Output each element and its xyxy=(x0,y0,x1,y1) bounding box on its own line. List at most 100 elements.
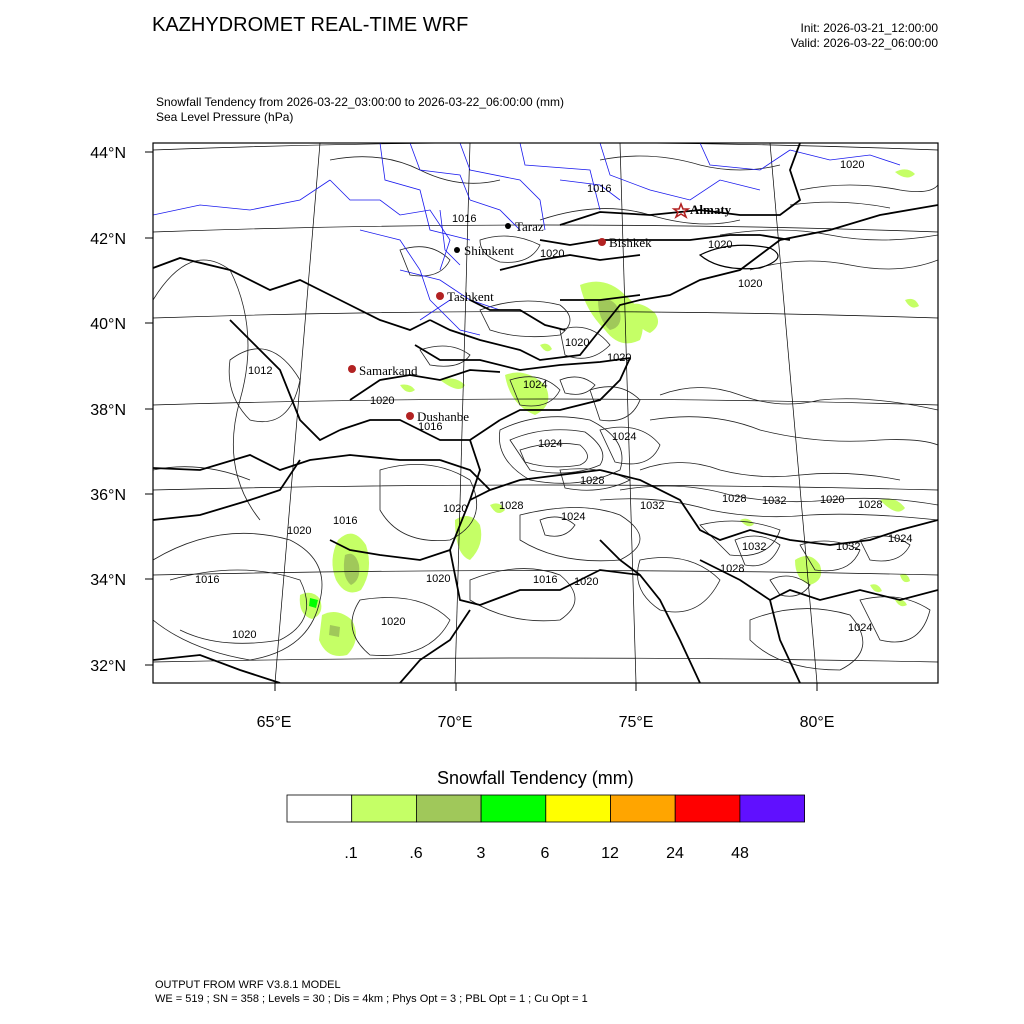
isobar-label: 1016 xyxy=(533,574,557,586)
tick-marks xyxy=(145,151,818,691)
isobar-label: 1020 xyxy=(574,576,598,588)
city-samarkand: Samarkand xyxy=(348,363,418,378)
star-icon xyxy=(671,201,691,219)
isobar-label: 1024 xyxy=(848,622,872,634)
city-label-dushanbe: Dushanbe xyxy=(417,409,469,424)
isobar-label: 1032 xyxy=(640,500,664,512)
isobar-label: 1028 xyxy=(720,563,744,575)
isobar-label: 1028 xyxy=(499,500,523,512)
isobar-label: 1024 xyxy=(888,533,912,545)
lat-label: 36°N xyxy=(90,487,126,504)
city-label-taraz: Taraz xyxy=(515,219,544,234)
isobar-label: 1016 xyxy=(418,421,442,433)
city-label-almaty: Almaty xyxy=(690,202,732,217)
isobar-label: 1020 xyxy=(381,616,405,628)
colorbar-swatch xyxy=(351,794,417,823)
map-content: 1020 1016 1016 1020 1020 1020 1020 1020 … xyxy=(153,143,938,683)
lat-label: 42°N xyxy=(90,231,126,248)
colorbar-swatch xyxy=(610,794,676,823)
isobar-label: 1020 xyxy=(426,573,450,585)
lon-label: 70°E xyxy=(438,714,473,731)
isobar-label: 1020 xyxy=(607,352,631,364)
isobar-label: 1024 xyxy=(612,431,636,443)
colorbar-swatch xyxy=(415,794,482,823)
init-time: Init: 2026-03-21_12:00:00 xyxy=(800,21,938,35)
field-subtitle: Snowfall Tendency from 2026-03-22_03:00:… xyxy=(156,95,565,109)
graticule xyxy=(153,143,938,683)
city-dot-icon xyxy=(598,238,606,246)
city-label-shimkent: Shimkent xyxy=(464,243,514,258)
colorbar-label: 3 xyxy=(477,845,486,862)
lon-label: 65°E xyxy=(257,714,292,731)
city-dot-icon xyxy=(406,412,414,420)
national-borders xyxy=(153,143,938,683)
colorbar-swatch xyxy=(480,794,547,823)
lat-label: 44°N xyxy=(90,145,126,162)
lon-labels: 65°E 70°E 75°E 80°E xyxy=(257,714,835,731)
isobar-label: 1028 xyxy=(858,499,882,511)
lat-label: 40°N xyxy=(90,316,126,333)
isobar-label: 1020 xyxy=(708,239,732,251)
lat-label: 34°N xyxy=(90,572,126,589)
lat-labels: 44°N 42°N 40°N 38°N 36°N 34°N 32°N xyxy=(90,145,126,675)
city-label-bishkek: Bishkek xyxy=(609,235,652,250)
city-dushanbe: Dushanbe xyxy=(406,409,469,424)
colorbar-label: .6 xyxy=(409,845,422,862)
city-taraz: Taraz xyxy=(505,219,544,234)
colorbar-label: 48 xyxy=(731,845,749,862)
isobar-label: 1032 xyxy=(742,541,766,553)
isobar-label: 1024 xyxy=(523,379,547,391)
city-dot-icon xyxy=(436,292,444,300)
isobar-label: 1032 xyxy=(836,541,860,553)
isobar-label: 1020 xyxy=(565,337,589,349)
isobar-label: 1020 xyxy=(370,395,394,407)
city-dot-icon xyxy=(505,223,511,229)
colorbar xyxy=(286,794,806,823)
isobar-label: 1024 xyxy=(561,511,585,523)
province-boundaries xyxy=(153,143,901,336)
valid-time: Valid: 2026-03-22_06:00:00 xyxy=(790,36,938,50)
isobar-label: 1032 xyxy=(762,495,786,507)
isobar-label: 1028 xyxy=(580,475,604,487)
lon-label: 75°E xyxy=(619,714,654,731)
isobar-label: 1024 xyxy=(538,438,562,450)
isobar-label: 1016 xyxy=(452,213,476,225)
plot-title: KAZHYDROMET REAL-TIME WRF xyxy=(152,14,469,36)
city-dot-icon xyxy=(454,247,460,253)
colorbar-title: Snowfall Tendency (mm) xyxy=(437,768,634,788)
isobar-label: 1020 xyxy=(540,248,564,260)
lat-label: 32°N xyxy=(90,658,126,675)
city-bishkek: Bishkek xyxy=(598,235,652,250)
field-subtitle-2: Sea Level Pressure (hPa) xyxy=(156,110,294,124)
colorbar-label: 12 xyxy=(601,845,619,862)
map-frame xyxy=(152,142,939,684)
model-info: OUTPUT FROM WRF V3.8.1 MODEL xyxy=(155,979,341,991)
isobar-label: 1016 xyxy=(195,574,219,586)
colorbar-label: 6 xyxy=(541,845,550,862)
colorbar-swatch xyxy=(739,794,806,823)
colorbar-labels: .1 .6 3 6 12 24 48 xyxy=(344,845,749,862)
isobar-label: 1016 xyxy=(587,183,611,195)
city-label-tashkent: Tashkent xyxy=(447,289,494,304)
lon-label: 80°E xyxy=(800,714,835,731)
isobar-label: 1028 xyxy=(722,493,746,505)
isobar-labels: 1020 1016 1016 1020 1020 1020 1020 1020 … xyxy=(195,159,912,641)
city-tashkent: Tashkent xyxy=(436,289,494,304)
city-almaty: Almaty xyxy=(671,201,732,219)
colorbar-swatch xyxy=(286,794,353,823)
isobar-label: 1016 xyxy=(333,515,357,527)
city-markers: Almaty Bishkek Taraz Shimkent Tashkent S… xyxy=(348,201,732,424)
city-label-samarkand: Samarkand xyxy=(359,363,418,378)
isobar-label: 1020 xyxy=(287,525,311,537)
lake-issyk-kul xyxy=(698,244,779,270)
isobar-label: 1020 xyxy=(443,503,467,515)
isobar-label: 1020 xyxy=(840,159,864,171)
colorbar-swatch xyxy=(545,794,611,823)
model-config: WE = 519 ; SN = 358 ; Levels = 30 ; Dis … xyxy=(155,993,588,1005)
isobar-contours xyxy=(153,155,938,671)
city-shimkent: Shimkent xyxy=(454,243,514,258)
lat-label: 38°N xyxy=(90,402,126,419)
colorbar-swatch xyxy=(674,794,741,823)
snowfall-shading xyxy=(299,169,919,656)
